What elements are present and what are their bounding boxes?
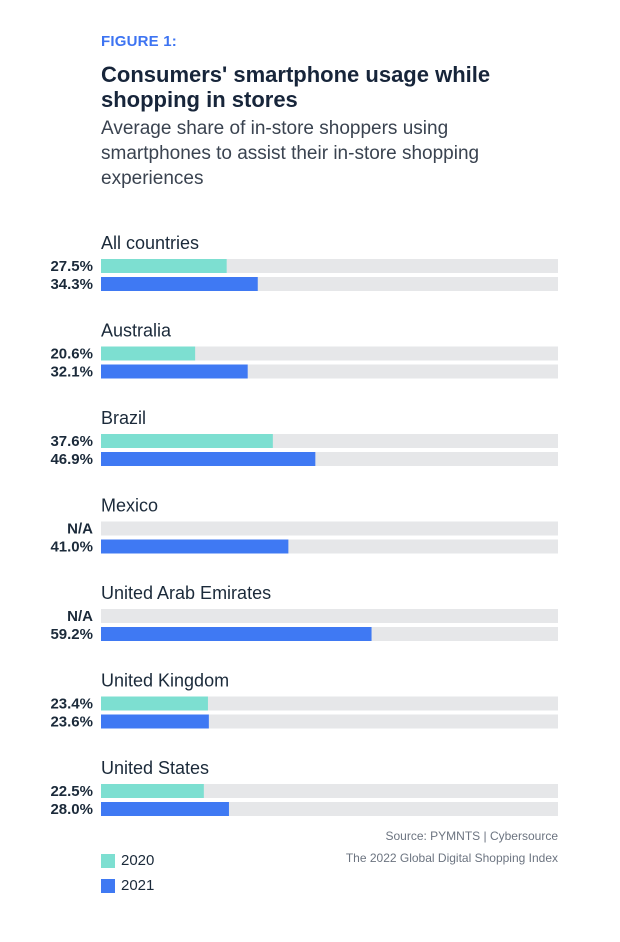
bar-track-united-kingdom-2020 xyxy=(101,696,558,711)
legend-swatch-2021 xyxy=(101,878,115,893)
bar-all-countries-2021 xyxy=(101,277,258,291)
bar-all-countries-2020 xyxy=(101,259,227,273)
legend-item-2020: 2020 xyxy=(101,852,154,869)
bar-track-united-kingdom-2021 xyxy=(101,714,558,729)
category-label-australia: Australia xyxy=(101,321,172,341)
figure-label: FIGURE 1: xyxy=(101,33,177,50)
category-label-mexico: Mexico xyxy=(101,496,158,516)
value-label-united-arab-emirates-2020: N/A xyxy=(67,608,93,625)
bar-united-states-2020 xyxy=(101,784,204,798)
bar-united-kingdom-2021 xyxy=(101,714,209,729)
value-label-all-countries-2020: 27.5% xyxy=(50,258,93,275)
value-label-united-states-2021: 28.0% xyxy=(50,801,93,818)
bar-united-kingdom-2020 xyxy=(101,696,208,711)
bar-track-united-states-2020 xyxy=(101,784,558,798)
chart-subtitle: Average share of in-store shoppers using… xyxy=(101,118,480,189)
category-label-brazil: Brazil xyxy=(101,408,146,428)
legend-item-2021: 2021 xyxy=(101,877,154,894)
value-label-united-arab-emirates-2021: 59.2% xyxy=(50,626,93,643)
value-label-all-countries-2021: 34.3% xyxy=(50,276,93,293)
value-label-australia-2020: 20.6% xyxy=(50,346,93,363)
bar-australia-2021 xyxy=(101,364,248,379)
bar-track-australia-2020 xyxy=(101,346,558,361)
category-label-all-countries: All countries xyxy=(101,233,199,253)
value-label-brazil-2020: 37.6% xyxy=(50,433,93,450)
value-label-brazil-2021: 46.9% xyxy=(50,451,93,468)
legend-label-2021: 2021 xyxy=(121,877,155,894)
value-label-mexico-2020: N/A xyxy=(67,521,93,538)
value-label-mexico-2021: 41.0% xyxy=(50,539,93,556)
legend-swatch-2020 xyxy=(101,853,115,868)
value-label-united-kingdom-2021: 23.6% xyxy=(50,714,93,731)
bar-united-arab-emirates-2021 xyxy=(101,627,372,641)
bar-brazil-2020 xyxy=(101,434,273,448)
source-report: The 2022 Global Digital Shopping Index xyxy=(345,851,558,865)
category-label-united-states: United States xyxy=(101,758,209,778)
bar-australia-2020 xyxy=(101,346,196,361)
chart-title: Consumers' smartphone usage while shoppi… xyxy=(101,62,491,112)
bar-track-united-arab-emirates-2020 xyxy=(101,609,558,623)
bar-brazil-2021 xyxy=(101,452,316,466)
bar-mexico-2021 xyxy=(101,539,289,554)
value-label-united-kingdom-2020: 23.4% xyxy=(50,696,93,713)
bar-track-mexico-2020 xyxy=(101,521,558,536)
category-label-united-arab-emirates: United Arab Emirates xyxy=(101,583,271,603)
legend-label-2020: 2020 xyxy=(121,852,155,869)
bar-united-states-2021 xyxy=(101,802,229,816)
category-label-united-kingdom: United Kingdom xyxy=(101,671,229,691)
value-label-united-states-2020: 22.5% xyxy=(50,783,93,800)
source-line: Source: PYMNTS | Cybersource xyxy=(385,829,558,843)
value-label-australia-2021: 32.1% xyxy=(50,364,93,381)
